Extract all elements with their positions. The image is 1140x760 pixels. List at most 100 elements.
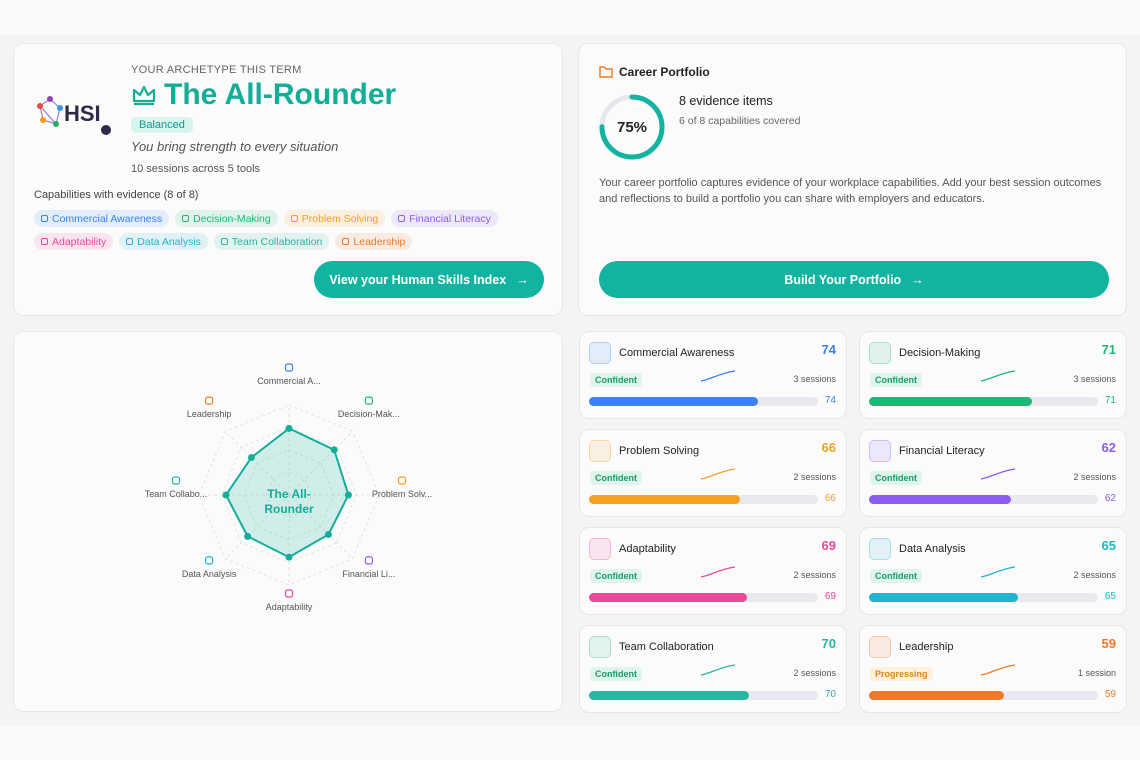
button-label: View your Human Skills Index: [329, 272, 507, 287]
trend-sparkline: [980, 370, 1016, 382]
level-badge: Confident: [870, 569, 922, 583]
radar-point: [244, 532, 252, 540]
archetype-title: The All-Rounder: [164, 78, 397, 111]
radar-ring: [243, 449, 335, 541]
skill-card: Adaptability 69 Confident 2 sessions 69: [579, 527, 847, 615]
evidence-count: 8 evidence items: [679, 94, 773, 108]
trend-sparkline: [700, 468, 736, 480]
bar-value: 66: [824, 493, 836, 504]
skill-icon: [869, 440, 891, 462]
trend-line: [700, 664, 736, 676]
bar-value: 71: [1104, 395, 1116, 406]
tag-icon: [41, 238, 48, 245]
tag-label: Commercial Awareness: [52, 212, 163, 225]
tag-icon: [398, 215, 406, 222]
ring-label: 75%: [617, 119, 647, 136]
tag-label: Problem Solving: [301, 212, 379, 225]
tag-icon: [342, 238, 350, 245]
radar-chart: Commercial A... Decision-Mak... Problem So…: [145, 363, 432, 612]
trend-line: [700, 566, 736, 578]
session-count: 2 sessions: [1073, 472, 1116, 482]
skill-icon: [869, 538, 891, 560]
skill-name: Leadership: [899, 641, 954, 653]
badge: Balanced: [131, 117, 193, 133]
tag-list: Commercial Awareness Decision-Making Probl…: [34, 209, 544, 255]
capability-tag: Commercial Awareness: [34, 210, 170, 227]
radar-center-label: The All-Rounder: [264, 487, 314, 516]
skill-score: 74: [821, 342, 836, 357]
score-bar: [589, 495, 741, 504]
session-count: 2 sessions: [793, 570, 836, 580]
bar-value: 69: [824, 591, 836, 602]
tag-icon: [126, 238, 134, 245]
trend-line: [700, 468, 736, 480]
radar-ring: [265, 471, 313, 519]
skill-icon: [869, 636, 891, 658]
score-bar: [589, 691, 750, 700]
coverage: 6 of 8 capabilities covered: [679, 115, 801, 127]
tag-label: Leadership: [353, 235, 406, 248]
skill-card: Decision-Making 71 Confident 3 sessions 71: [859, 331, 1127, 419]
axis-icon: [397, 476, 407, 485]
hsi-button[interactable]: View your Human Skills Index →: [314, 261, 544, 298]
logo-mark: [37, 96, 111, 135]
radar-spoke: [288, 494, 353, 559]
skill-icon: [589, 636, 611, 658]
tag-icon: [220, 238, 228, 245]
score-bar: [589, 397, 759, 406]
capability-tag: Data Analysis: [119, 233, 208, 250]
button-label: Build Your Portfolio: [784, 272, 902, 287]
trend-line: [980, 468, 1016, 480]
session-count: 2 sessions: [793, 668, 836, 678]
trend-sparkline: [700, 664, 736, 676]
skill-score: 62: [1101, 440, 1116, 455]
tag-label: Data Analysis: [137, 235, 201, 248]
axis-icon: [284, 363, 294, 372]
skill-name: Adaptability: [619, 543, 676, 555]
arrow-icon: →: [911, 272, 924, 287]
radar-point: [344, 491, 352, 499]
radar-point: [285, 424, 293, 432]
level-badge: Confident: [590, 569, 642, 583]
radar-point: [247, 453, 255, 461]
bar-value: 74: [824, 395, 836, 406]
skill-icon: [589, 538, 611, 560]
trend-sparkline: [980, 566, 1016, 578]
radar-point: [285, 553, 293, 561]
score-bar: [589, 593, 747, 602]
tag-label: Team Collaboration: [231, 235, 323, 248]
trend-line: [980, 566, 1016, 578]
radar-point: [324, 530, 332, 538]
tag-icon: [182, 215, 190, 222]
tag-label: Decision-Making: [193, 212, 271, 225]
skill-score: 66: [821, 440, 836, 455]
bar-value: 62: [1104, 493, 1116, 504]
axis-label: Adaptability: [266, 602, 313, 612]
axis-icon: [284, 589, 294, 598]
axis-label: Financial Li...: [342, 569, 395, 579]
capability-tag: Financial Literacy: [391, 210, 498, 227]
skill-score: 71: [1101, 342, 1116, 357]
score-bar: [869, 593, 1018, 602]
session-count: 3 sessions: [793, 374, 836, 384]
trend-line: [980, 370, 1016, 382]
radar-ring: [198, 404, 380, 586]
logo-text: HSI: [64, 101, 101, 126]
skill-name: Team Collaboration: [619, 641, 714, 653]
level-badge: Confident: [590, 373, 642, 387]
capabilities-heading: Capabilities with evidence (8 of 8): [34, 189, 199, 201]
skill-card: Commercial Awareness 74 Confident 3 session…: [579, 331, 847, 419]
level-badge: Confident: [870, 373, 922, 387]
tag-icon: [41, 215, 48, 222]
portfolio-button[interactable]: Build Your Portfolio →: [599, 261, 1109, 298]
portfolio-title: Career Portfolio: [619, 65, 710, 79]
capability-tag: Adaptability: [34, 233, 114, 250]
skill-icon: [869, 342, 891, 364]
radar-card: Commercial A... Decision-Mak... Problem So…: [13, 331, 563, 712]
skill-name: Data Analysis: [899, 543, 966, 555]
tag-label: Financial Literacy: [409, 212, 491, 225]
archetype-card: HSI YOUR ARCHETYPE THIS TERM The All-Rou…: [13, 43, 563, 316]
bar-value: 70: [824, 689, 836, 700]
axis-label: Leadership: [187, 409, 232, 419]
skill-card: Leadership 59 Progressing 1 session 59: [859, 625, 1127, 713]
